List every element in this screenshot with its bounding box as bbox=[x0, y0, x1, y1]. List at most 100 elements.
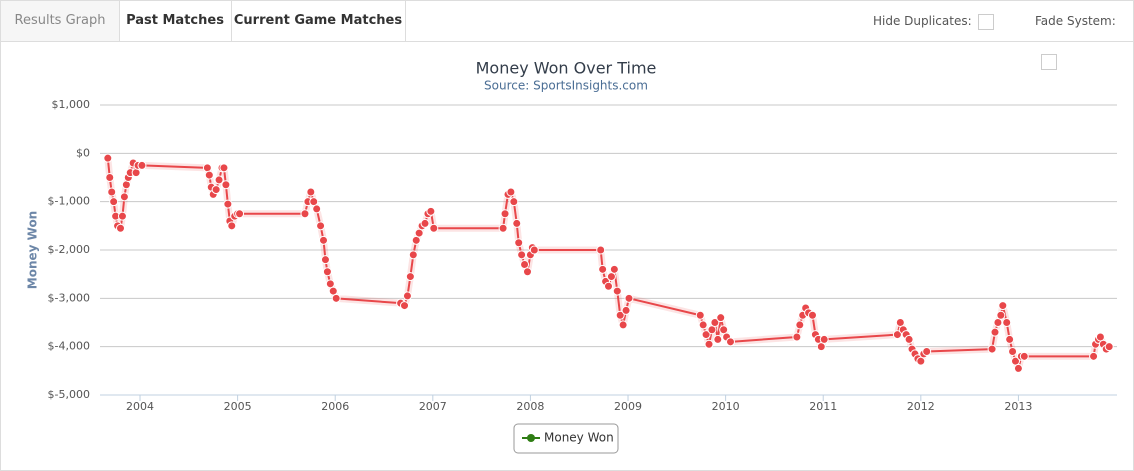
legend-box bbox=[513, 423, 619, 454]
x-tick-label: 2004 bbox=[126, 400, 154, 413]
point bbox=[322, 267, 332, 277]
x-tick-label: 2006 bbox=[321, 400, 349, 413]
option[interactable]: Fade System: bbox=[1035, 1, 1133, 70]
point bbox=[223, 199, 233, 209]
checkbox[interactable] bbox=[977, 13, 994, 30]
point bbox=[300, 209, 310, 219]
y-tick-label: $-1,000 bbox=[48, 195, 90, 208]
legend-label: Money Won bbox=[544, 431, 614, 445]
y-tick-label: $-4,000 bbox=[48, 340, 90, 353]
point bbox=[426, 206, 436, 216]
point bbox=[109, 197, 119, 207]
point bbox=[726, 337, 736, 347]
point bbox=[612, 286, 622, 296]
point bbox=[998, 301, 1008, 311]
x-tick-label: 2007 bbox=[419, 400, 447, 413]
point bbox=[1002, 318, 1012, 327]
legend-symbol bbox=[527, 434, 535, 442]
point bbox=[137, 160, 147, 170]
point bbox=[219, 163, 229, 173]
point bbox=[996, 310, 1006, 320]
point bbox=[792, 332, 802, 342]
point bbox=[701, 330, 711, 340]
point bbox=[596, 245, 606, 255]
series-line bbox=[106, 158, 1110, 370]
point bbox=[819, 334, 829, 344]
point bbox=[105, 173, 115, 182]
x-tick-label: 2012 bbox=[907, 400, 935, 413]
chart-title: Money Won Over Time bbox=[476, 59, 657, 78]
tab[interactable]: Current Game Matches bbox=[231, 1, 406, 41]
y-tick-label: $0 bbox=[76, 146, 90, 159]
point bbox=[1019, 351, 1029, 361]
point bbox=[695, 310, 705, 320]
point bbox=[420, 218, 430, 228]
point bbox=[312, 204, 322, 214]
point bbox=[1005, 334, 1015, 344]
point bbox=[621, 305, 631, 315]
point bbox=[1104, 342, 1114, 352]
point bbox=[202, 163, 212, 173]
point bbox=[698, 320, 708, 330]
point bbox=[624, 293, 634, 303]
x-tick-label: 2009 bbox=[614, 400, 642, 413]
point bbox=[121, 180, 131, 190]
point bbox=[795, 320, 805, 330]
tab[interactable]: Results Graph bbox=[1, 1, 120, 41]
point bbox=[204, 170, 214, 180]
point bbox=[1008, 347, 1018, 356]
point bbox=[807, 310, 817, 320]
option-label: Hide Duplicates: bbox=[873, 14, 972, 28]
point bbox=[522, 267, 532, 277]
point bbox=[498, 223, 508, 233]
point bbox=[103, 153, 113, 163]
point bbox=[514, 238, 524, 248]
tab[interactable]: Past Matches bbox=[119, 1, 232, 41]
point bbox=[716, 313, 726, 323]
point bbox=[306, 187, 316, 197]
point bbox=[922, 347, 932, 356]
point bbox=[713, 334, 723, 344]
point bbox=[131, 168, 141, 178]
line-shadow bbox=[104, 157, 1112, 372]
x-tick-label: 2013 bbox=[1004, 400, 1032, 413]
point bbox=[119, 192, 129, 202]
point bbox=[227, 221, 237, 231]
y-tick-label: $-2,000 bbox=[48, 243, 90, 256]
point bbox=[115, 223, 125, 233]
point bbox=[604, 281, 613, 291]
x-tick-label: 2008 bbox=[516, 400, 544, 413]
top-bar: Results Graph Past Matches Current Game … bbox=[0, 0, 1134, 70]
point bbox=[235, 209, 245, 219]
y-axis-title: Money Won bbox=[26, 211, 40, 289]
point bbox=[615, 310, 625, 320]
point bbox=[529, 245, 539, 255]
point bbox=[408, 250, 418, 260]
chart-subtitle: Source: SportsInsights.com bbox=[484, 79, 648, 93]
point bbox=[429, 223, 439, 233]
y-tick-label: $1,000 bbox=[52, 98, 91, 111]
x-tick-label: 2005 bbox=[224, 400, 252, 413]
point bbox=[598, 264, 608, 274]
point bbox=[618, 320, 628, 330]
point bbox=[512, 218, 522, 228]
point bbox=[214, 175, 224, 185]
point bbox=[221, 180, 231, 190]
option[interactable]: Hide Duplicates: bbox=[873, 1, 994, 41]
point bbox=[609, 264, 619, 274]
point bbox=[904, 334, 914, 344]
point bbox=[402, 291, 412, 301]
point bbox=[107, 187, 117, 197]
point bbox=[1013, 363, 1023, 373]
point bbox=[509, 197, 519, 207]
point bbox=[1089, 351, 1099, 361]
point bbox=[211, 185, 221, 195]
checkbox[interactable] bbox=[1041, 53, 1057, 70]
point bbox=[405, 272, 415, 282]
point bbox=[517, 250, 527, 260]
point bbox=[500, 209, 510, 219]
point bbox=[117, 211, 127, 221]
point bbox=[400, 301, 410, 311]
point bbox=[892, 330, 902, 340]
